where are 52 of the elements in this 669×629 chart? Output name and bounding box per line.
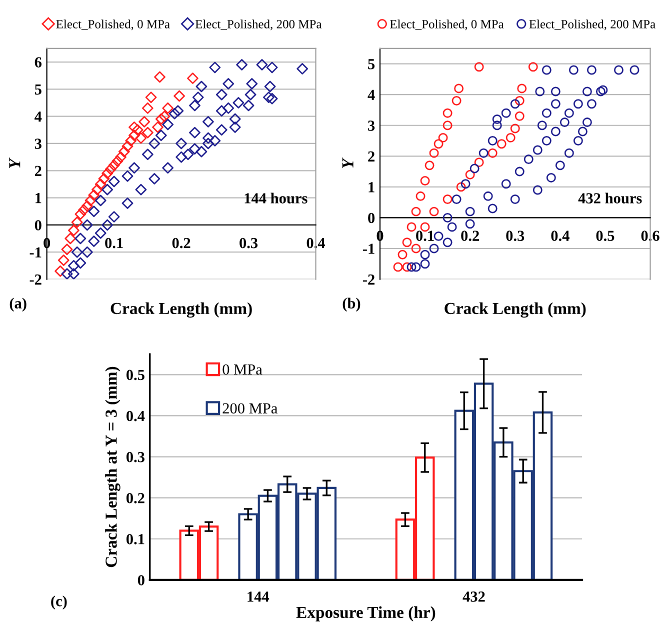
x-tick-label: 0.2 bbox=[461, 230, 479, 242]
x-tick-label: 0.1 bbox=[105, 238, 123, 248]
legend-label: 0 MPa bbox=[222, 364, 262, 375]
y-tick-label: -2 bbox=[30, 274, 42, 285]
legend-label: Elect_Polished, 0 MPa bbox=[390, 20, 504, 30]
x-axis-title: Exposure Time (hr) bbox=[296, 606, 436, 622]
y-tick-label: 4 bbox=[368, 90, 375, 100]
annotation: 144 hours bbox=[244, 192, 308, 204]
text: (c) bbox=[51, 596, 67, 610]
y-axis-title: Y bbox=[9, 157, 20, 168]
y-tick-label: 3 bbox=[368, 120, 375, 131]
y-tick-label: 4 bbox=[34, 112, 42, 122]
text: (b) bbox=[342, 298, 360, 312]
x-tick-label: 0.1 bbox=[416, 230, 434, 242]
x-axis-title: Crack Length (mm) bbox=[444, 302, 586, 318]
y-tick-label: 6 bbox=[34, 57, 42, 68]
y-tick-label: 2 bbox=[34, 166, 42, 176]
y-tick-label: 0.3 bbox=[126, 452, 144, 462]
legend-label: Elect_Polished, 200 MPa bbox=[195, 20, 322, 30]
x-tick-label: 0.3 bbox=[240, 238, 258, 248]
y-tick-label: 3 bbox=[34, 138, 42, 149]
y-tick-label: -2 bbox=[362, 274, 374, 285]
y-tick-label: 0.4 bbox=[126, 410, 145, 422]
y-tick-label: 0 bbox=[368, 212, 375, 224]
y-tick-label: 0.1 bbox=[126, 534, 144, 544]
x-axis-title: Crack Length (mm) bbox=[110, 302, 252, 318]
y-tick-label: -1 bbox=[362, 244, 374, 254]
y-tick-label: 1 bbox=[36, 193, 42, 204]
y-tick-label: 0 bbox=[138, 575, 144, 586]
y-tick-label: -1 bbox=[30, 247, 42, 258]
x-tick-label: 144 bbox=[248, 592, 270, 602]
y-tick-label: 5 bbox=[368, 59, 375, 70]
x-tick-label: 0.4 bbox=[306, 238, 326, 248]
annotation: 432 hours bbox=[578, 192, 642, 204]
y-tick-label: 2 bbox=[368, 151, 374, 162]
legend-label: Elect_Polished, 200 MPa bbox=[529, 20, 656, 30]
text: (a) bbox=[10, 298, 26, 312]
y-tick-label: 0.5 bbox=[126, 370, 144, 380]
x-tick-label: 0.2 bbox=[172, 238, 190, 248]
y-axis-title: Y bbox=[342, 157, 354, 168]
y-axis-title: Crack Length at Y = 3 (mm) bbox=[105, 366, 120, 568]
x-tick-label: 0.5 bbox=[596, 230, 614, 242]
x-tick-label: 432 bbox=[462, 592, 485, 602]
x-tick-label: 0.3 bbox=[506, 230, 524, 242]
y-tick-label: 0.2 bbox=[126, 492, 144, 504]
x-tick-label: 0.4 bbox=[551, 230, 570, 242]
y-tick-label: 5 bbox=[34, 84, 42, 95]
x-tick-label: 0.6 bbox=[641, 230, 660, 242]
y-tick-label: 0 bbox=[34, 220, 42, 230]
legend-label: 200 MPa bbox=[222, 403, 278, 414]
legend-label: Elect_Polished, 0 MPa bbox=[56, 20, 170, 30]
y-tick-label: 1 bbox=[368, 182, 374, 192]
